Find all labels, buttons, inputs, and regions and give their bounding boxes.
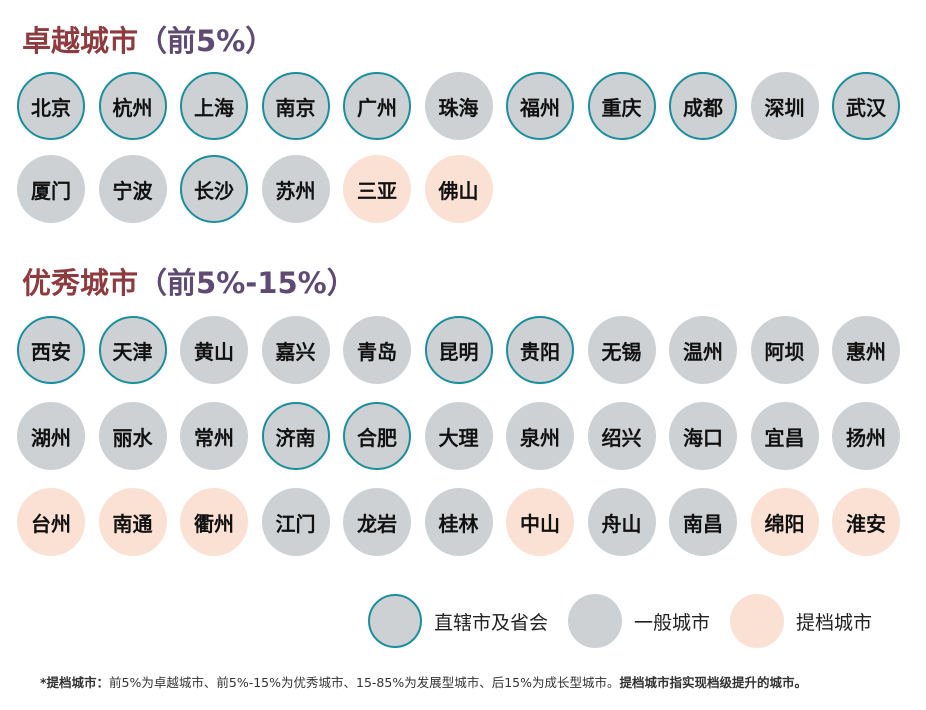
city-badge: 长沙 — [180, 155, 248, 223]
section-title-sub: （前5%-15%） — [138, 266, 356, 300]
city-badge: 南昌 — [669, 488, 737, 556]
city-badge: 嘉兴 — [261, 316, 330, 384]
city-badge: 宜昌 — [750, 402, 819, 470]
city-badge: 宁波 — [98, 155, 167, 223]
city-badge: 常州 — [180, 402, 248, 470]
city-badge: 天津 — [98, 316, 167, 384]
section-title-main: 优秀城市 — [22, 266, 139, 300]
city-badge: 珠海 — [424, 72, 493, 140]
city-badge: 淮安 — [832, 488, 900, 556]
legend-label: 一般城市 — [634, 611, 711, 634]
city-grid: 北京 杭州 上海 南京 广州 珠海 福州 重庆 成都 深圳 武汉厦门 宁波 长沙 苏州 三亚 佛山 — [17, 72, 917, 223]
city-badge: 舟山 — [587, 488, 656, 556]
section-title-main: 卓越城市 — [22, 24, 139, 58]
city-badge: 佛山 — [424, 155, 493, 223]
city-badge: 广州 — [343, 72, 411, 140]
legend-item: 一般城市 — [568, 594, 710, 648]
city-badge: 上海 — [180, 72, 248, 140]
city-badge: 福州 — [506, 72, 574, 140]
city-badge: 杭州 — [98, 72, 167, 140]
legend-swatch — [568, 594, 623, 648]
city-badge: 泉州 — [506, 402, 574, 470]
legend-item: 直辖市及省会 — [368, 594, 548, 648]
legend: 直辖市及省会 一般城市 提档城市 — [368, 594, 892, 648]
legend-item: 提档城市 — [730, 594, 872, 648]
city-badge: 惠州 — [832, 316, 900, 384]
footnote: *提档城市：前5%为卓越城市、前5%-15%为优秀城市、15-85%为发展型城市… — [40, 672, 807, 691]
city-badge: 中山 — [506, 488, 574, 556]
city-badge: 黄山 — [180, 316, 248, 384]
legend-label: 提档城市 — [796, 611, 873, 634]
city-badge: 绍兴 — [587, 402, 656, 470]
city-badge: 成都 — [669, 72, 737, 140]
city-badge: 武汉 — [832, 72, 900, 140]
city-badge: 苏州 — [261, 155, 330, 223]
section-title-sub: （前5%） — [138, 24, 275, 58]
section-title: 卓越城市（前5%） — [22, 18, 274, 60]
city-badge: 龙岩 — [343, 488, 411, 556]
city-badge: 合肥 — [343, 402, 411, 470]
city-badge: 青岛 — [343, 316, 411, 384]
city-badge: 三亚 — [343, 155, 411, 223]
city-badge: 厦门 — [17, 155, 85, 223]
city-badge: 西安 — [17, 316, 85, 384]
city-badge: 衢州 — [180, 488, 248, 556]
city-badge: 南通 — [98, 488, 167, 556]
city-badge: 扬州 — [832, 402, 900, 470]
city-badge: 阿坝 — [750, 316, 819, 384]
city-badge: 昆明 — [424, 316, 493, 384]
city-badge: 台州 — [17, 488, 85, 556]
footnote-body: 前5%为卓越城市、前5%-15%为优秀城市、15-85%为发展型城市、后15%为… — [109, 675, 620, 690]
city-badge: 湖州 — [17, 402, 85, 470]
city-grid: 西安 天津 黄山 嘉兴 青岛 昆明 贵阳 无锡 温州 阿坝 惠州湖州 丽水 常州 济南 合肥 大理 泉州 绍兴 海口… — [17, 316, 917, 556]
city-badge: 南京 — [261, 72, 330, 140]
city-badge: 江门 — [261, 488, 330, 556]
city-badge: 大理 — [424, 402, 493, 470]
section-title: 优秀城市（前5%-15%） — [22, 260, 356, 302]
legend-swatch — [368, 594, 422, 648]
city-badge: 济南 — [261, 402, 330, 470]
city-badge: 贵阳 — [506, 316, 574, 384]
city-badge: 桂林 — [424, 488, 493, 556]
legend-label: 直辖市及省会 — [434, 611, 549, 634]
legend-swatch — [730, 594, 785, 648]
footnote-lead: *提档城市： — [40, 675, 110, 690]
city-badge: 北京 — [17, 72, 85, 140]
city-badge: 无锡 — [587, 316, 656, 384]
city-badge: 深圳 — [750, 72, 819, 140]
city-badge: 温州 — [669, 316, 737, 384]
city-badge: 丽水 — [98, 402, 167, 470]
city-badge: 重庆 — [587, 72, 656, 140]
footnote-tail: 提档城市指实现档级提升的城市。 — [619, 675, 808, 690]
city-badge: 绵阳 — [750, 488, 819, 556]
city-badge: 海口 — [669, 402, 737, 470]
